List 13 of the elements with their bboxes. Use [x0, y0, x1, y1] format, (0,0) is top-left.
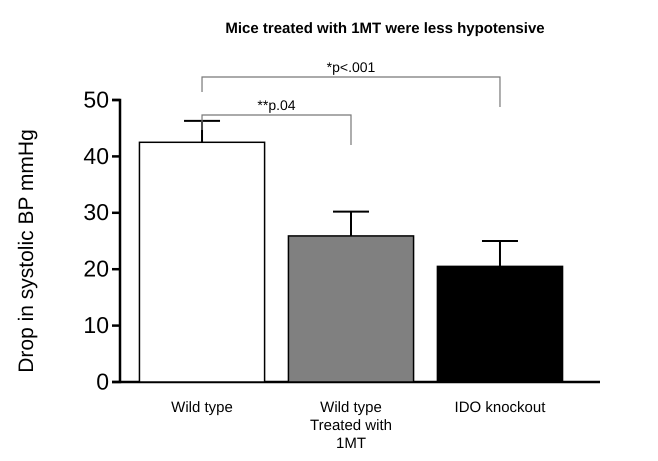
y-tick-label: 0: [96, 368, 109, 394]
y-tick-label: 50: [83, 86, 109, 112]
chart-title: Mice treated with 1MT were less hypotensive: [225, 20, 545, 37]
text: *p<.001: [326, 59, 376, 75]
y-tick-label: 20: [83, 256, 109, 282]
y-tick-label: 10: [83, 312, 109, 338]
y-tick-label: 30: [83, 199, 109, 226]
annotation: **p.04: [257, 97, 296, 113]
x-tick-label: IDO knockout: [454, 399, 546, 416]
x-tick-label: Wild type Treated with 1MT: [310, 399, 392, 452]
y-axis-title: Drop in systolic BP mmHg: [15, 129, 38, 373]
x-tick-label: Wild type: [171, 399, 233, 416]
y-tick-label: 40: [83, 142, 109, 169]
